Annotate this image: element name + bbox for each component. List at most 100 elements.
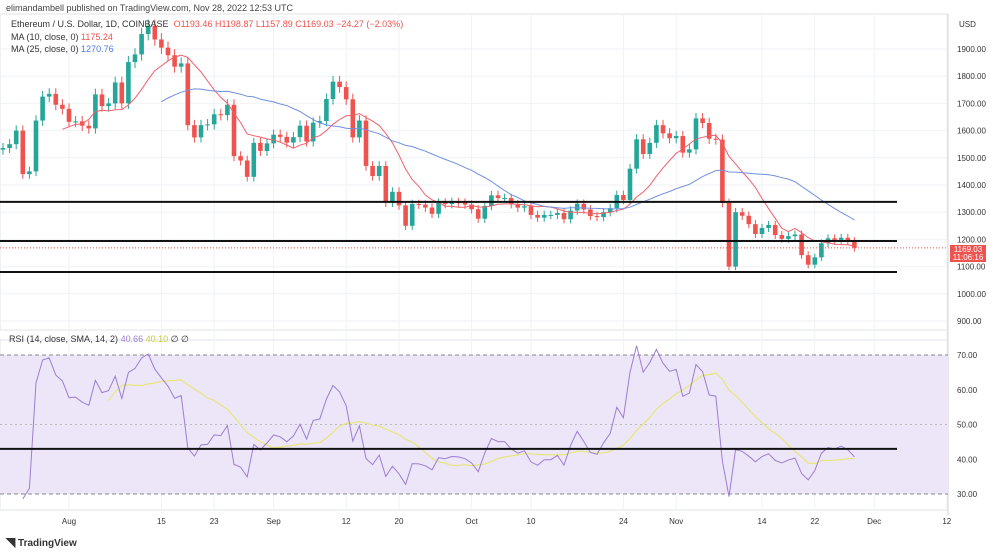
candle-body [680,136,686,153]
last-price: 1169.03 [953,244,983,254]
candle-body [152,25,158,40]
ohlc-open: O1193.46 [173,19,213,29]
time-tick-label: 10 [527,517,536,526]
candle-body [192,125,197,138]
ohlc-high: H1198.87 [214,19,254,29]
candle-body [396,191,402,206]
candle-body [324,99,329,122]
candle-body [251,142,257,177]
candle-body [482,205,488,219]
candle-body [297,125,303,138]
candle-body [574,203,580,211]
candle-body [99,94,105,107]
time-tick-label: Sep [266,517,281,526]
candle-body [739,212,745,216]
candle-body [178,63,184,67]
tv-logo-icon: ◥ [6,535,16,549]
candle-body [112,82,118,104]
candle-body [304,125,309,142]
candle-body [416,204,422,206]
candle-body [0,148,6,150]
candle-body [601,212,606,218]
candle-body [442,202,448,205]
price-tick-label: 1100.00 [957,263,986,272]
time-tick-label: Nov [669,517,683,526]
candle-body [343,87,349,100]
candle-body [634,139,639,169]
candle-body [86,125,92,129]
brand-label: TradingView [18,538,77,549]
candle-body [363,120,369,166]
price-tick-label: 1800.00 [957,72,986,81]
tradingview-logo[interactable]: ◥ TradingView [6,535,77,549]
candle-body [627,168,633,200]
candle-body [310,122,316,142]
candle-body [20,130,26,175]
rsi-label: RSI (14, close, SMA, 14, 2) [9,334,119,344]
symbol-label[interactable]: Ethereum / U.S. Dollar, 1D, COINBASE [11,19,169,29]
legend-ma25[interactable]: MA (25, close, 0) 1270.76 [11,44,114,54]
candle-body [832,238,837,240]
candle-body [7,144,12,149]
candle-body [231,104,237,157]
ma10-line [62,54,855,247]
candle-body [713,138,719,140]
candle-body [225,104,230,116]
candle-body [541,214,547,218]
time-tick-label: 12 [942,517,951,526]
price-tick-label: 900.00 [957,317,982,326]
candle-body [53,93,59,105]
candle-body [238,156,243,161]
candle-body [772,224,778,236]
candle-body [819,243,824,258]
candle-body [581,203,587,210]
candle-body [654,125,659,143]
candle-body [165,47,171,56]
candle-body [786,236,791,239]
candle-body [673,136,679,139]
candle-body [46,93,52,97]
legend-ma10[interactable]: MA (10, close, 0) 1175.24 [11,32,113,42]
candle-body [370,165,375,177]
candle-body [33,120,39,172]
candle-body [588,209,593,217]
price-tick-label: 1200.00 [957,235,986,244]
candle-body [502,198,507,200]
candle-body [264,143,270,151]
candle-body [838,237,844,240]
candle-body [700,118,705,123]
candle-body [27,171,32,175]
candle-body [145,25,151,35]
bar-countdown: 11:06:16 [952,252,984,262]
candle-body [198,125,204,138]
candle-body [409,204,415,226]
time-tick-label: Dec [867,517,881,526]
legend-rsi[interactable]: RSI (14, close, SMA, 14, 2) 40.66 40.10 … [9,334,189,345]
candle-body [211,114,217,125]
candle-body [357,120,362,138]
candle-body [66,108,72,122]
rsi-tick-label: 60.00 [957,386,978,395]
candle-body [693,118,699,150]
candle-body [277,134,283,137]
candle-body [13,130,19,145]
rsi-tick-label: 40.00 [957,455,978,464]
ma25-value: 1270.76 [81,44,114,54]
candle-body [119,82,125,104]
legend-main: Ethereum / U.S. Dollar, 1D, COINBASE O11… [11,19,403,29]
candle-body [436,202,441,214]
candle-body [561,213,567,220]
rsi-tick-label: 50.00 [957,421,978,430]
candle-body [852,241,857,248]
candle-body [291,137,296,143]
rsi-sma-line [108,372,855,467]
candle-body [726,202,732,267]
candle-body [271,134,276,144]
candle-body [607,208,613,213]
price-tick-label: 1500.00 [957,154,986,163]
candle-body [759,227,765,234]
candle-body [535,214,540,218]
candle-body [462,202,468,205]
candle-body [126,62,131,104]
